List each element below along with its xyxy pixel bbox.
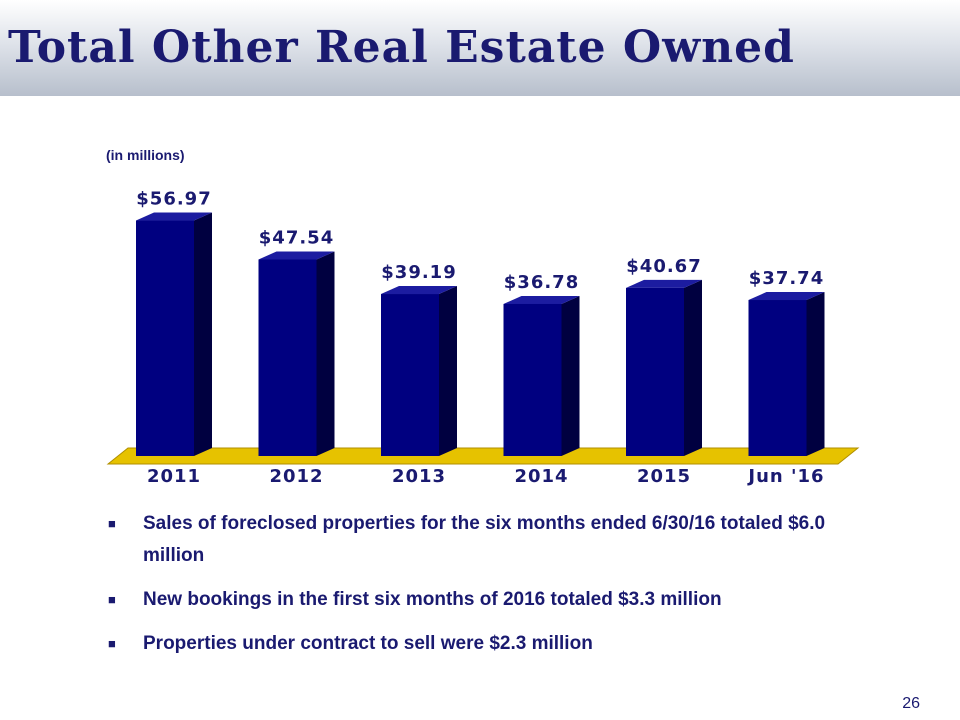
bar xyxy=(626,287,684,456)
title-banner: Total Other Real Estate Owned xyxy=(0,0,960,96)
bar-side xyxy=(439,286,457,456)
bullet-marker-icon: ■ xyxy=(108,592,116,607)
bar xyxy=(136,220,194,456)
page-number: 26 xyxy=(902,695,920,712)
bar xyxy=(748,300,807,456)
bullet-item: ■ Sales of foreclosed properties for the… xyxy=(108,508,888,572)
bar-side xyxy=(561,295,580,456)
data-label: $36.78 xyxy=(504,272,579,293)
x-tick-label: Jun '16 xyxy=(746,466,824,487)
bar-top xyxy=(748,292,825,301)
x-tick-label: 2015 xyxy=(637,466,691,487)
data-label: $40.67 xyxy=(626,256,701,277)
units-note: (in millions) xyxy=(106,147,185,163)
x-tick-label: 2014 xyxy=(514,466,568,487)
bar-top xyxy=(258,251,335,260)
bullet-text: New bookings in the first six months of … xyxy=(143,589,722,610)
data-label: $37.74 xyxy=(749,268,824,289)
bar-side xyxy=(684,279,702,456)
bullet-text: Properties under contract to sell were $… xyxy=(143,633,593,654)
bullet-item: ■ New bookings in the first six months o… xyxy=(108,584,888,616)
page-title: Total Other Real Estate Owned xyxy=(8,22,795,73)
x-tick-label: 2012 xyxy=(269,466,323,487)
chart-floor xyxy=(106,447,860,465)
data-label: $56.97 xyxy=(136,189,211,210)
bar-top xyxy=(136,212,212,221)
bar-top xyxy=(381,286,457,295)
bar-side xyxy=(316,251,335,456)
bar-side xyxy=(194,212,212,456)
bar-chart: $56.97 2011 $47.54 2012 $39.19 2013 $36.78 2014… xyxy=(106,189,860,487)
x-tick-label: 2013 xyxy=(392,466,446,487)
bar xyxy=(381,294,439,456)
bar-top xyxy=(626,279,702,288)
bullet-list: ■ Sales of foreclosed properties for the… xyxy=(108,508,888,672)
data-label: $47.54 xyxy=(259,228,334,249)
bullet-marker-icon: ■ xyxy=(108,636,116,651)
bullet-text: Sales of foreclosed properties for the s… xyxy=(143,513,826,566)
x-tick-label: 2011 xyxy=(147,466,201,487)
bar-top xyxy=(503,295,580,304)
bullet-item: ■ Properties under contract to sell were… xyxy=(108,628,888,660)
bar xyxy=(258,259,317,456)
bar-side xyxy=(806,292,825,456)
bar xyxy=(503,303,562,456)
data-label: $39.19 xyxy=(381,262,456,283)
bullet-marker-icon: ■ xyxy=(108,516,116,531)
